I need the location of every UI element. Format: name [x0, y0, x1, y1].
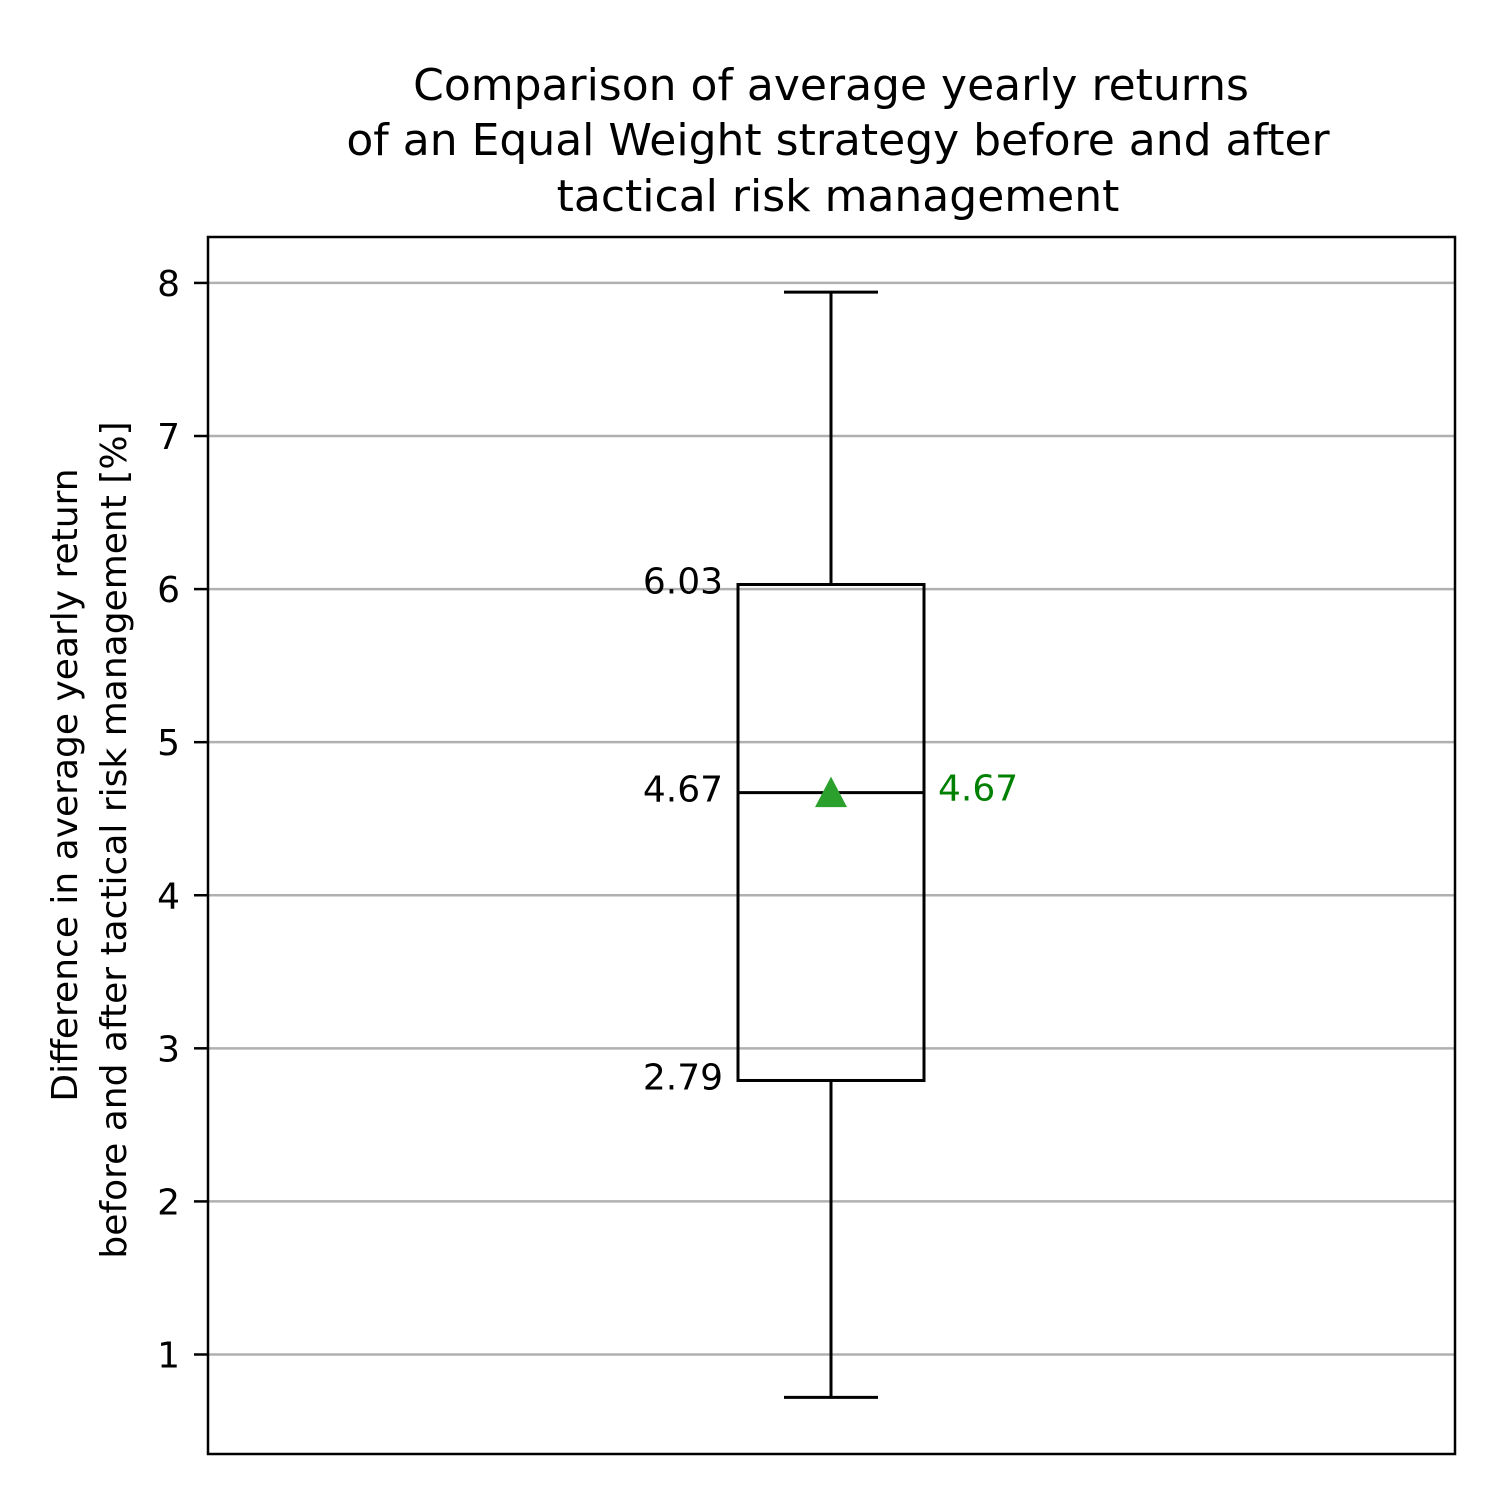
ytick-label-4: 4 — [157, 876, 180, 917]
ylabel-line-1: Difference in average yearly return — [45, 468, 86, 1101]
ytick-label-2: 2 — [157, 1182, 180, 1223]
iqr-box — [736, 582, 926, 1082]
y-axis-label-2: before and after tactical risk managemen… — [94, 421, 135, 1258]
title-line-3: tactical risk management — [557, 171, 1120, 222]
y-axis-ticks: 1 2 3 4 5 6 7 8 — [157, 264, 208, 1376]
ytick-label-7: 7 — [157, 417, 180, 458]
median-label: 4.67 — [643, 770, 723, 811]
q1-label: 2.79 — [643, 1057, 723, 1098]
ytick-label-5: 5 — [157, 723, 180, 764]
ytick-label-1: 1 — [157, 1335, 180, 1376]
ytick-label-6: 6 — [157, 570, 180, 611]
y-axis-label: Difference in average yearly return — [45, 468, 86, 1101]
title-line-2: of an Equal Weight strategy before and a… — [346, 115, 1330, 166]
title-line-1: Comparison of average yearly returns — [413, 60, 1249, 111]
ytick-label-8: 8 — [157, 264, 180, 305]
q3-label: 6.03 — [643, 561, 723, 602]
mean-marker — [815, 776, 847, 808]
ytick-label-3: 3 — [157, 1029, 180, 1070]
mean-label: 4.67 — [938, 769, 1018, 810]
chart-title: Comparison of average yearly returns of … — [346, 60, 1330, 222]
boxplot: 6.03 4.67 2.79 4.67 — [643, 290, 1018, 1399]
plot-frame — [206, 235, 1457, 1456]
ylabel-line-2: before and after tactical risk managemen… — [94, 421, 135, 1258]
gridlines — [208, 281, 1455, 1356]
